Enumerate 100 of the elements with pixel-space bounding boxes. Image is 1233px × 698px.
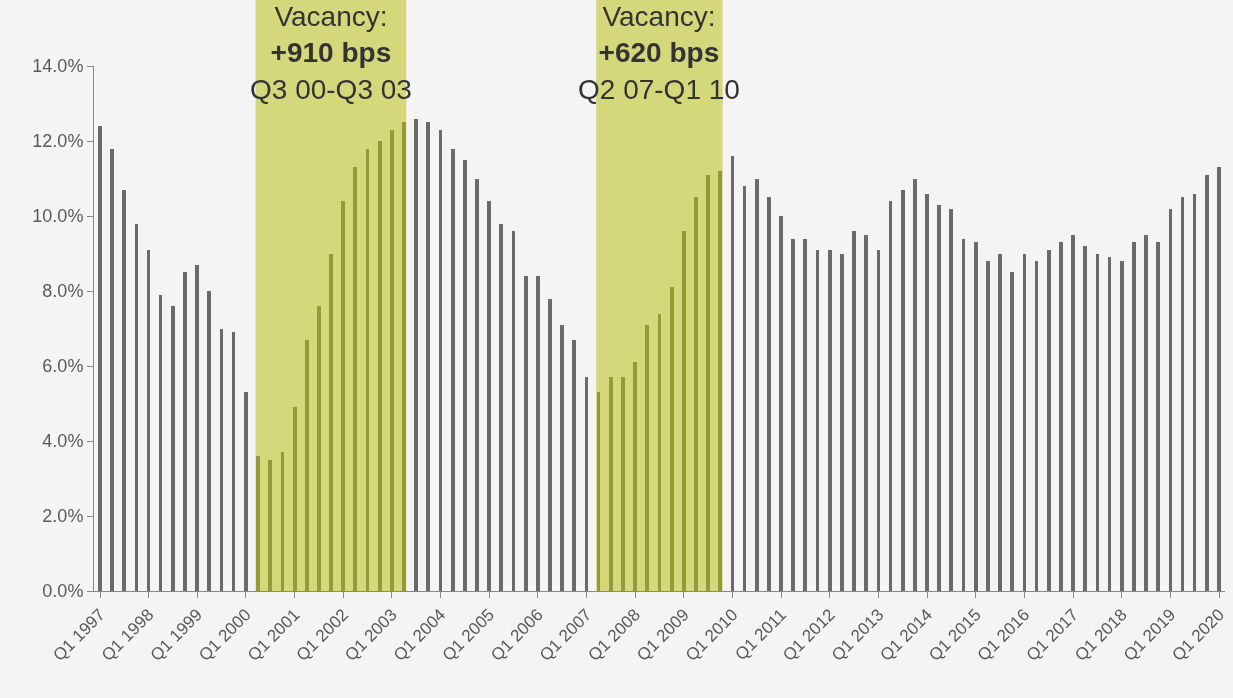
bar (1023, 254, 1026, 591)
bar (499, 224, 503, 591)
y-tick-label: 12.0% (32, 131, 84, 152)
bar (645, 325, 649, 591)
bar (791, 239, 795, 591)
bar (986, 261, 990, 591)
bar (402, 122, 406, 591)
bar (670, 287, 674, 591)
bar (207, 291, 211, 591)
bar (414, 119, 418, 591)
bar (1010, 272, 1014, 591)
bar (1169, 209, 1172, 591)
bar (901, 190, 905, 591)
bar (585, 377, 588, 591)
bar (524, 276, 528, 591)
bar (256, 456, 260, 591)
bar (317, 306, 321, 591)
bar (1205, 175, 1209, 591)
bar (694, 197, 698, 591)
bar (1083, 246, 1087, 591)
bar (548, 299, 552, 591)
bar (183, 272, 187, 591)
bar (767, 197, 771, 591)
bar (925, 194, 929, 591)
bar (1047, 250, 1051, 591)
bar (706, 175, 710, 591)
bar (475, 179, 479, 591)
bar (779, 216, 783, 591)
bar (147, 250, 150, 591)
bar (718, 171, 722, 591)
bar (998, 254, 1002, 591)
bar (877, 250, 880, 591)
y-tick-label: 4.0% (42, 431, 84, 452)
bar (244, 392, 248, 591)
y-tick-label: 6.0% (42, 356, 84, 377)
bar (512, 231, 515, 591)
bar (366, 149, 369, 591)
bar (135, 224, 138, 591)
bar (1156, 242, 1160, 591)
bar (451, 149, 455, 591)
bar (536, 276, 540, 591)
bar (232, 332, 235, 591)
bar (281, 452, 284, 591)
bar (426, 122, 430, 591)
y-tick-label: 2.0% (42, 506, 84, 527)
bar (159, 295, 162, 591)
bar (1108, 257, 1111, 591)
bar (743, 186, 746, 591)
bar (852, 231, 856, 591)
y-tick-label: 10.0% (32, 206, 84, 227)
bar (755, 179, 759, 591)
bar (378, 141, 382, 591)
bar (840, 254, 844, 591)
bar (658, 314, 661, 591)
bar (560, 325, 564, 591)
bar (572, 340, 576, 591)
bar (390, 130, 394, 591)
bar (597, 392, 600, 591)
bar (828, 250, 832, 591)
bar (803, 239, 807, 591)
bar (195, 265, 199, 591)
bar (962, 239, 965, 591)
bar (1035, 261, 1038, 591)
bar (1217, 167, 1221, 591)
bar (341, 201, 345, 591)
bar (1181, 197, 1184, 591)
bar (864, 235, 868, 591)
y-tick-label: 8.0% (42, 281, 84, 302)
bar (1096, 254, 1099, 591)
bar (1132, 242, 1136, 591)
bar (293, 407, 297, 591)
bar (1071, 235, 1075, 591)
bar (913, 179, 917, 591)
bar (816, 250, 819, 591)
bar (949, 209, 953, 591)
bar (633, 362, 637, 591)
bar (937, 205, 941, 591)
bar (1144, 235, 1148, 591)
bar (621, 377, 625, 591)
bar (1059, 242, 1063, 591)
bar (439, 130, 442, 591)
bar (1193, 194, 1196, 591)
bar (487, 201, 491, 591)
bar (220, 329, 223, 591)
y-tick-label: 0.0% (42, 581, 84, 602)
bar (98, 126, 102, 591)
bar (110, 149, 114, 591)
bar (122, 190, 126, 591)
bar (682, 231, 686, 591)
bar (353, 167, 357, 591)
bar (268, 460, 272, 591)
bar (463, 160, 467, 591)
bar (731, 156, 734, 591)
bar (1120, 261, 1124, 591)
bar (171, 306, 175, 591)
bar (889, 201, 892, 591)
y-tick-label: 14.0% (32, 56, 84, 77)
bar (305, 340, 309, 591)
bar (974, 242, 978, 591)
bar (609, 377, 613, 591)
